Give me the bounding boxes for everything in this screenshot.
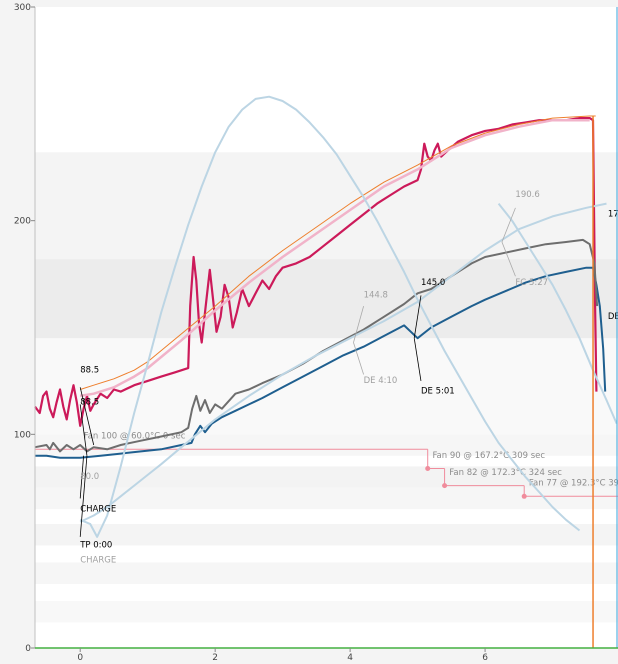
annotation-leader: [413, 338, 422, 381]
annotation-label: CHARGE: [80, 504, 116, 514]
background-band: [35, 466, 618, 488]
background-band: [35, 487, 618, 510]
y-tick-label: 200: [14, 217, 31, 227]
background-band: [35, 338, 618, 435]
y-ticks: 0 100 200 300: [14, 3, 35, 654]
annotation-label: 88.5: [80, 397, 99, 407]
fan-step-label: Fan 100 @ 60.0°C 0 sec: [84, 432, 186, 442]
annotation-leader: [79, 455, 84, 499]
background-band: [35, 600, 618, 623]
x-ticks: 0 2 4 6: [77, 648, 488, 663]
x-tick-label: 4: [347, 653, 353, 663]
annotation-label: 80.0: [80, 472, 99, 482]
annotation-label: DE 5:01: [421, 387, 455, 397]
y-tick-label: 0: [25, 644, 31, 654]
series-line-et-light: [79, 118, 590, 398]
background-band: [35, 562, 618, 584]
annotation-guides: [79, 207, 516, 537]
fan-steps: Fan 100 @ 60.0°C 0 sec Fan 90 @ 167.2°C 3…: [35, 432, 618, 499]
annotation-leader: [353, 306, 364, 343]
series-line-orange: [80, 115, 596, 390]
background-band: [35, 152, 618, 260]
fan-step-marker: [521, 493, 527, 499]
annotation-leader: [79, 404, 88, 456]
annotation-label: 145.0: [421, 278, 445, 288]
series-line-bt-blue: [35, 266, 607, 459]
annotation-label: 17: [608, 209, 618, 219]
annotations: 88.5 88.5 145.0 190.6 144.8 DE 4:10 FC 5:27 DE …: [79, 190, 618, 565]
annotation-label: TP 0:00: [79, 541, 112, 551]
series-line-light-blue: [79, 202, 607, 523]
x-tick-label: 6: [482, 653, 488, 663]
annotation-leader: [79, 387, 95, 446]
annotation-label: 88.5: [80, 365, 99, 375]
axes: [34, 7, 618, 649]
y-tick-label: 300: [14, 3, 31, 13]
series-line-gray: [34, 238, 599, 453]
series-line-light-blue: [79, 95, 581, 538]
annotation-leader: [79, 455, 88, 537]
annotation-leader: [501, 207, 516, 243]
series-line-et-red: [34, 116, 598, 427]
fan-step-label: Fan 82 @ 172.3°C 324 sec: [449, 468, 562, 478]
annotation-label: 190.6: [515, 190, 539, 200]
fan-step-marker: [425, 466, 431, 472]
annotation-leader: [501, 241, 516, 277]
x-tick-label: 0: [77, 653, 83, 663]
series-lines: [34, 95, 618, 648]
annotation-label: 144.8: [364, 291, 388, 301]
y-tick-label: 100: [14, 430, 31, 440]
annotation-label: DE: [608, 312, 618, 322]
background-band: [35, 434, 618, 456]
annotation-label: FC 5:27: [515, 278, 548, 288]
background-band: [35, 259, 618, 339]
annotation-label: DE 4:10: [364, 376, 398, 386]
fan-step-label: Fan 77 @ 192.3°C 39: [529, 479, 618, 489]
annotation-label: CHARGE: [80, 556, 116, 566]
background-bands: [35, 152, 618, 623]
series-line-light-blue: [497, 202, 618, 424]
fan-step-label: Fan 90 @ 167.2°C 309 sec: [432, 451, 545, 461]
fan-step-marker: [442, 483, 448, 489]
annotation-leader: [413, 295, 422, 339]
x-tick-label: 2: [212, 653, 218, 663]
background-band: [35, 524, 618, 546]
annotation-leader: [353, 342, 364, 375]
